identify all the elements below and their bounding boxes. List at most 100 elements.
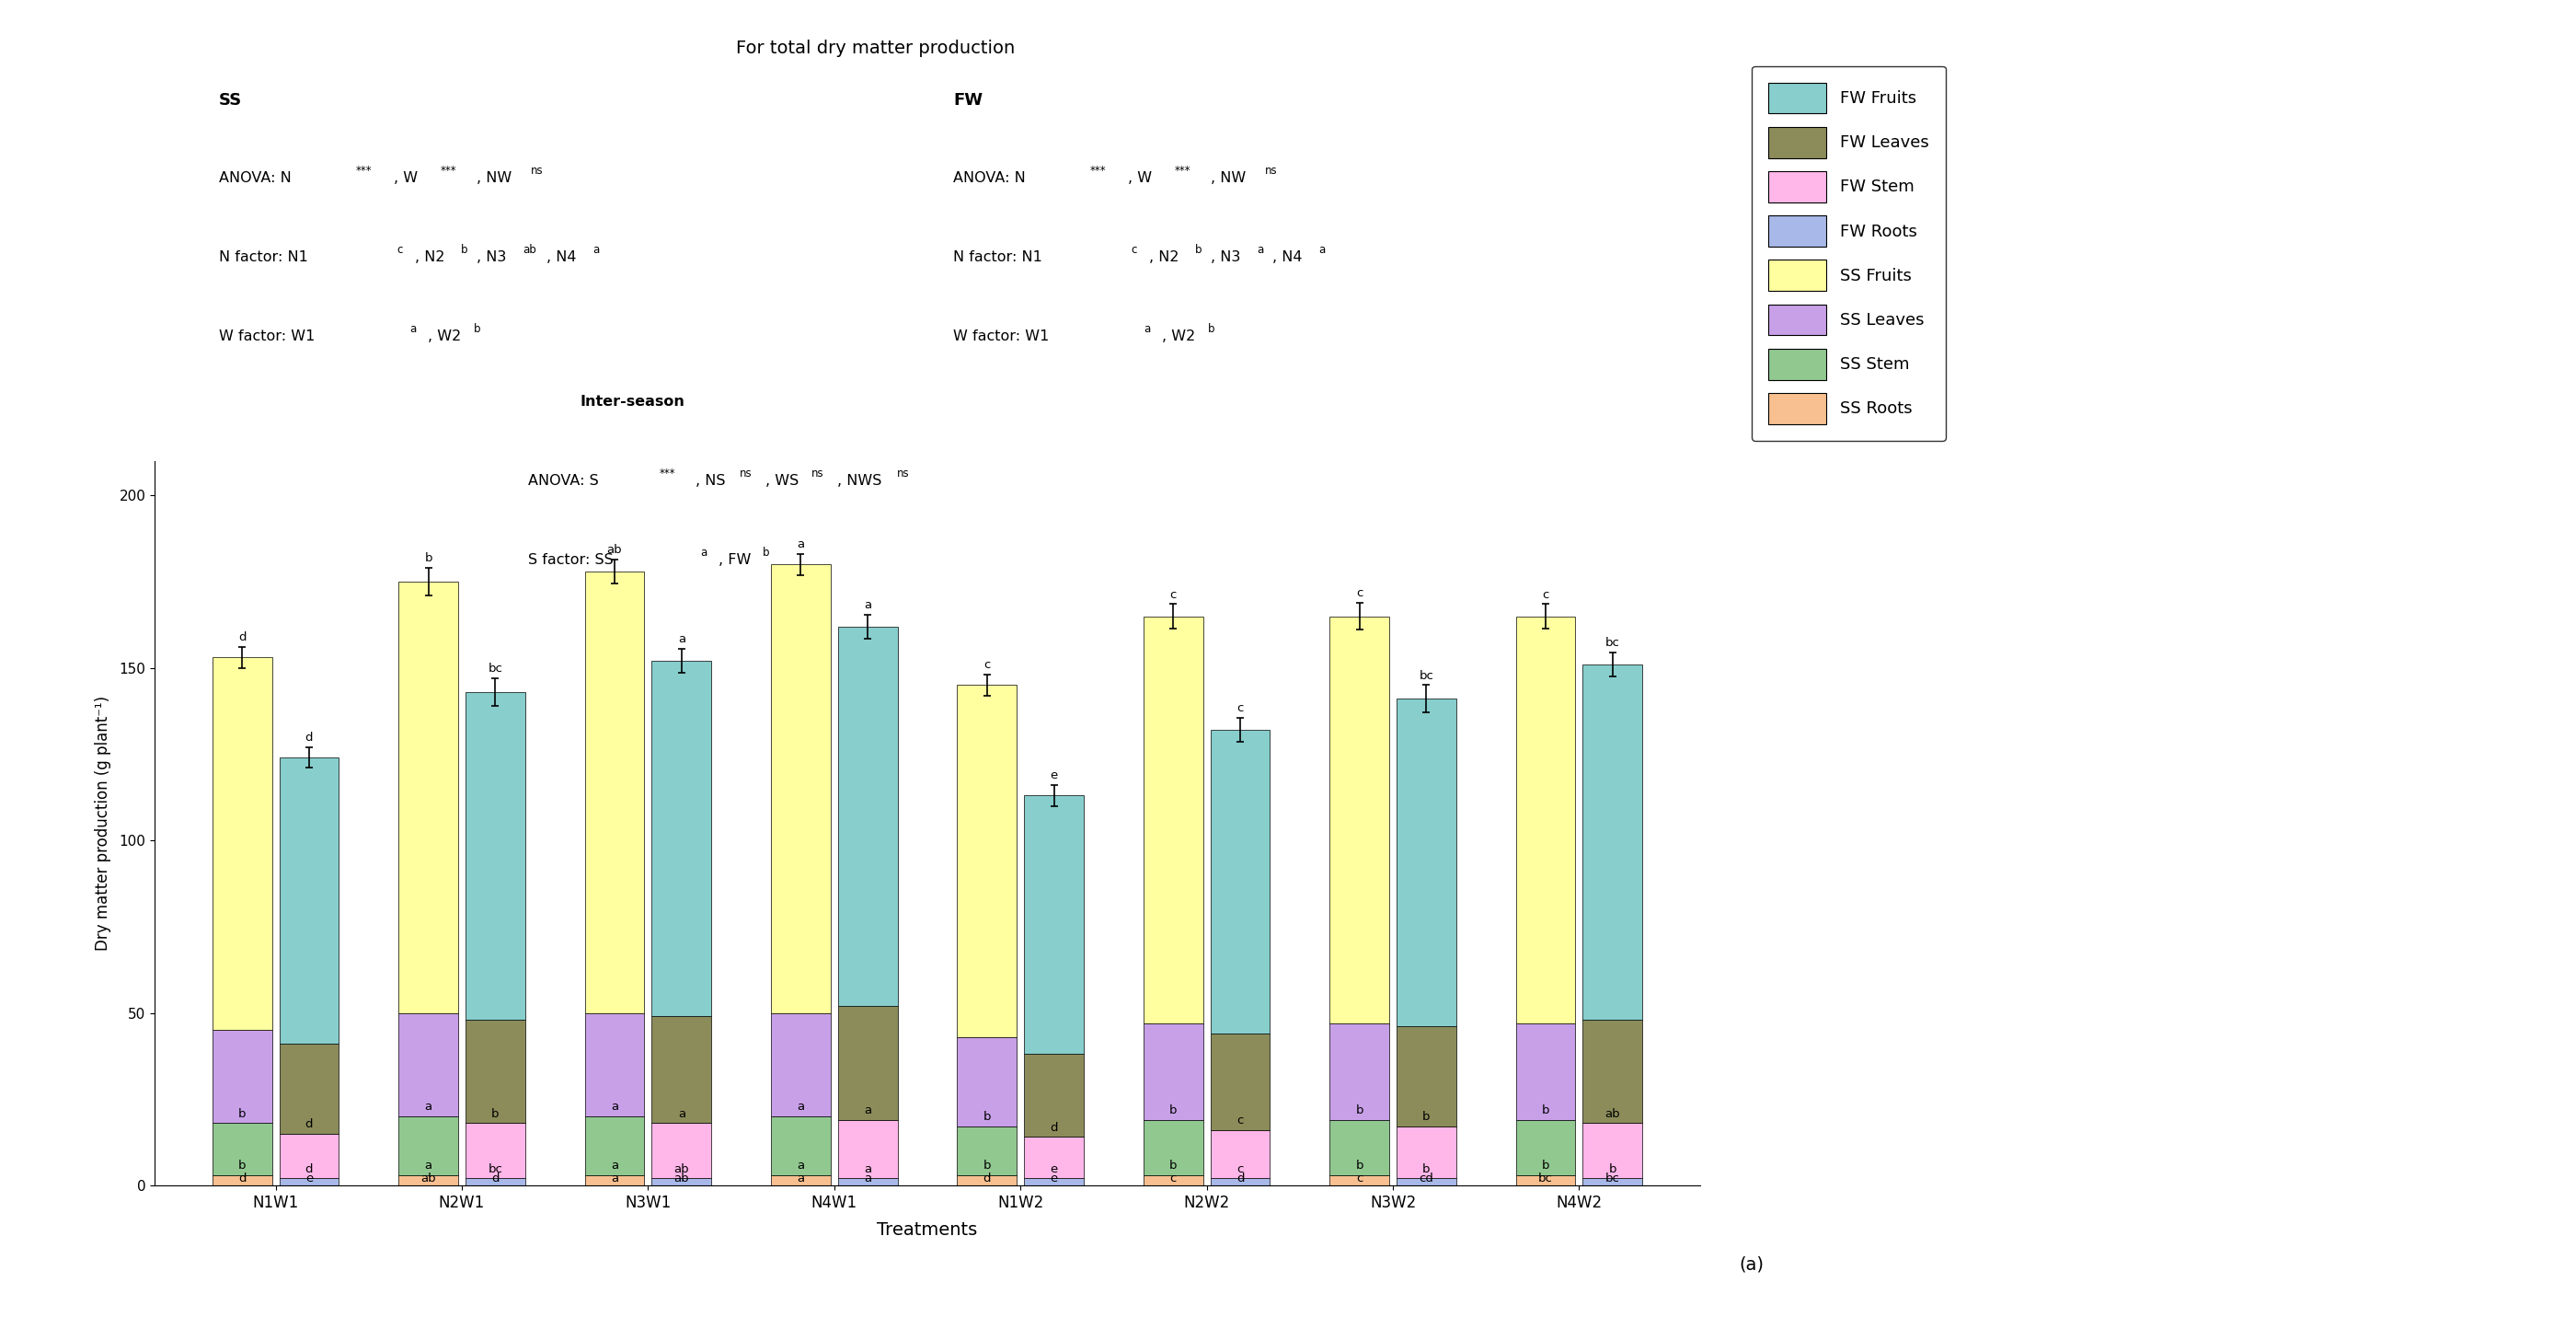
- Text: W factor: W1: W factor: W1: [953, 329, 1048, 342]
- Text: c: c: [1236, 1163, 1244, 1175]
- Bar: [1211, 1130, 1270, 1179]
- Text: d: d: [304, 1118, 314, 1130]
- Text: a: a: [677, 633, 685, 645]
- Text: , NS: , NS: [696, 474, 726, 487]
- Text: N factor: N1: N factor: N1: [219, 250, 309, 263]
- Bar: [1329, 1119, 1388, 1175]
- Text: d: d: [984, 1172, 992, 1184]
- Bar: [211, 1175, 273, 1185]
- Text: e: e: [1051, 769, 1059, 782]
- Text: d: d: [237, 632, 245, 644]
- Bar: [585, 1175, 644, 1185]
- Bar: [211, 1030, 273, 1123]
- Text: bc: bc: [1538, 1172, 1553, 1184]
- Text: a: a: [863, 599, 871, 611]
- Text: a: a: [1319, 244, 1327, 255]
- Text: ns: ns: [739, 468, 752, 479]
- Bar: [585, 572, 644, 1013]
- Text: , NW: , NW: [1211, 171, 1247, 184]
- Text: b: b: [1422, 1163, 1430, 1175]
- Text: bc: bc: [1419, 670, 1435, 682]
- Text: b: b: [1170, 1105, 1177, 1117]
- Bar: [837, 627, 896, 1006]
- Bar: [1582, 1123, 1643, 1179]
- Text: b: b: [984, 1159, 992, 1172]
- Text: c: c: [1236, 1114, 1244, 1126]
- Text: b: b: [425, 552, 433, 565]
- Text: bc: bc: [487, 662, 502, 674]
- Text: e: e: [1051, 1172, 1059, 1184]
- Text: , NW: , NW: [477, 171, 513, 184]
- Bar: [399, 1117, 459, 1175]
- Bar: [211, 657, 273, 1030]
- Bar: [585, 1117, 644, 1175]
- Text: ***: ***: [355, 165, 371, 176]
- Text: b: b: [492, 1108, 500, 1119]
- Text: , W: , W: [1128, 171, 1151, 184]
- Text: , W2: , W2: [428, 329, 461, 342]
- Text: b: b: [1540, 1105, 1551, 1117]
- Text: SS: SS: [219, 92, 242, 109]
- Text: c: c: [1170, 589, 1177, 601]
- Text: S factor: SS: S factor: SS: [528, 553, 613, 566]
- Bar: [278, 1179, 340, 1185]
- Text: e: e: [307, 1172, 312, 1184]
- Bar: [399, 582, 459, 1013]
- Text: N factor: N1: N factor: N1: [953, 250, 1043, 263]
- Text: ab: ab: [1605, 1108, 1620, 1119]
- Text: ***: ***: [1090, 165, 1105, 176]
- Text: a: a: [425, 1159, 433, 1172]
- Bar: [278, 1044, 340, 1134]
- Bar: [1025, 1179, 1084, 1185]
- Text: c: c: [1355, 1172, 1363, 1184]
- Bar: [770, 1175, 829, 1185]
- Text: Inter-season: Inter-season: [580, 395, 685, 408]
- Text: a: a: [796, 1101, 804, 1113]
- Text: b: b: [984, 1112, 992, 1123]
- Text: b: b: [1540, 1159, 1551, 1172]
- Text: (a): (a): [1739, 1255, 1765, 1274]
- Text: , N4: , N4: [1273, 250, 1303, 263]
- Text: b: b: [1208, 323, 1216, 335]
- Bar: [1582, 1179, 1643, 1185]
- Text: b: b: [1195, 244, 1203, 255]
- Text: b: b: [1422, 1112, 1430, 1123]
- Text: d: d: [1051, 1122, 1059, 1134]
- Bar: [1582, 665, 1643, 1019]
- Text: d: d: [304, 732, 314, 744]
- Text: , NWS: , NWS: [837, 474, 881, 487]
- Text: bc: bc: [487, 1163, 502, 1175]
- Text: b: b: [1355, 1159, 1363, 1172]
- Text: , N2: , N2: [415, 250, 446, 263]
- Text: c: c: [1170, 1172, 1177, 1184]
- Text: ns: ns: [811, 468, 824, 479]
- Bar: [770, 1117, 829, 1175]
- Bar: [837, 1006, 896, 1119]
- Text: ab: ab: [608, 544, 623, 556]
- Text: d: d: [304, 1163, 314, 1175]
- Text: ns: ns: [531, 165, 544, 176]
- Text: , N4: , N4: [546, 250, 577, 263]
- Bar: [1144, 1175, 1203, 1185]
- Text: a: a: [863, 1172, 871, 1184]
- Text: , N3: , N3: [477, 250, 507, 263]
- Y-axis label: Dry matter production (g plant⁻¹): Dry matter production (g plant⁻¹): [95, 695, 111, 951]
- Bar: [278, 757, 340, 1044]
- Bar: [1515, 1023, 1577, 1119]
- Bar: [1329, 1175, 1388, 1185]
- Text: , W: , W: [394, 171, 417, 184]
- Text: b: b: [762, 547, 770, 558]
- Bar: [652, 1179, 711, 1185]
- Text: a: a: [425, 1101, 433, 1113]
- Bar: [1329, 616, 1388, 1023]
- Text: c: c: [984, 660, 989, 672]
- Text: d: d: [237, 1172, 245, 1184]
- Bar: [958, 1126, 1018, 1175]
- Text: , W2: , W2: [1162, 329, 1195, 342]
- Bar: [1515, 616, 1577, 1023]
- Text: e: e: [1051, 1163, 1059, 1175]
- Bar: [1025, 1137, 1084, 1179]
- Text: , WS: , WS: [765, 474, 799, 487]
- Bar: [1144, 1023, 1203, 1119]
- Bar: [958, 685, 1018, 1036]
